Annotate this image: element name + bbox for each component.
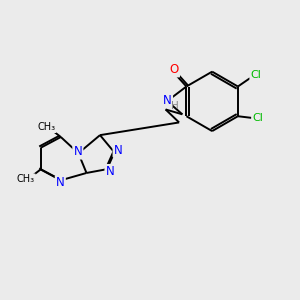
Text: N: N <box>163 94 172 106</box>
Text: N: N <box>114 143 122 157</box>
Text: Cl: Cl <box>252 113 263 123</box>
Text: Cl: Cl <box>250 70 261 80</box>
Text: N: N <box>106 165 114 178</box>
Text: N: N <box>56 176 65 190</box>
Text: O: O <box>169 63 179 76</box>
Text: CH₃: CH₃ <box>38 122 56 132</box>
Text: CH₃: CH₃ <box>16 175 35 184</box>
Text: H: H <box>171 101 179 111</box>
Text: N: N <box>74 146 82 158</box>
